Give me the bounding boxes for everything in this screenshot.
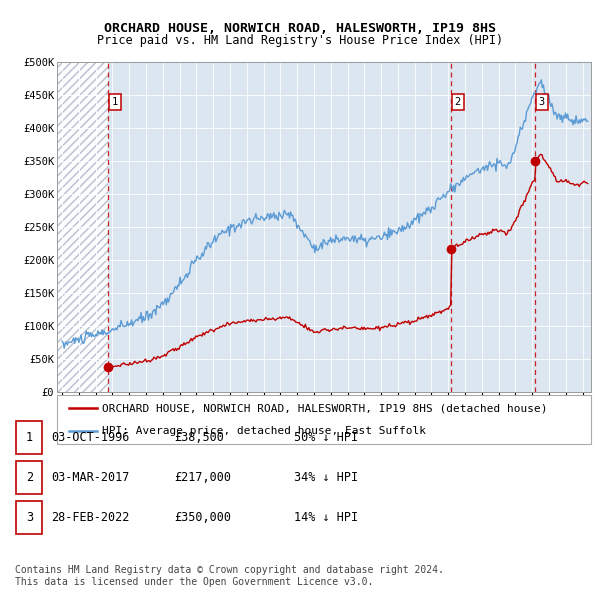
Text: 2: 2 <box>26 471 33 484</box>
Text: 28-FEB-2022: 28-FEB-2022 <box>51 511 130 524</box>
Text: HPI: Average price, detached house, East Suffolk: HPI: Average price, detached house, East… <box>103 425 427 435</box>
Text: 1: 1 <box>26 431 33 444</box>
FancyBboxPatch shape <box>16 421 43 454</box>
Text: 1: 1 <box>112 97 118 107</box>
Text: 34% ↓ HPI: 34% ↓ HPI <box>294 471 358 484</box>
FancyBboxPatch shape <box>57 395 591 444</box>
Text: £350,000: £350,000 <box>174 511 231 524</box>
Text: 2: 2 <box>455 97 461 107</box>
Text: 14% ↓ HPI: 14% ↓ HPI <box>294 511 358 524</box>
Text: ORCHARD HOUSE, NORWICH ROAD, HALESWORTH, IP19 8HS (detached house): ORCHARD HOUSE, NORWICH ROAD, HALESWORTH,… <box>103 404 548 414</box>
Text: £217,000: £217,000 <box>174 471 231 484</box>
Text: Contains HM Land Registry data © Crown copyright and database right 2024.
This d: Contains HM Land Registry data © Crown c… <box>15 565 444 587</box>
Text: 3: 3 <box>539 97 545 107</box>
FancyBboxPatch shape <box>16 501 43 534</box>
Text: £38,500: £38,500 <box>174 431 224 444</box>
Text: ORCHARD HOUSE, NORWICH ROAD, HALESWORTH, IP19 8HS: ORCHARD HOUSE, NORWICH ROAD, HALESWORTH,… <box>104 22 496 35</box>
Text: Price paid vs. HM Land Registry's House Price Index (HPI): Price paid vs. HM Land Registry's House … <box>97 34 503 47</box>
Text: 03-OCT-1996: 03-OCT-1996 <box>51 431 130 444</box>
Text: 3: 3 <box>26 511 33 524</box>
Text: 03-MAR-2017: 03-MAR-2017 <box>51 471 130 484</box>
FancyBboxPatch shape <box>16 461 43 494</box>
Text: 50% ↓ HPI: 50% ↓ HPI <box>294 431 358 444</box>
